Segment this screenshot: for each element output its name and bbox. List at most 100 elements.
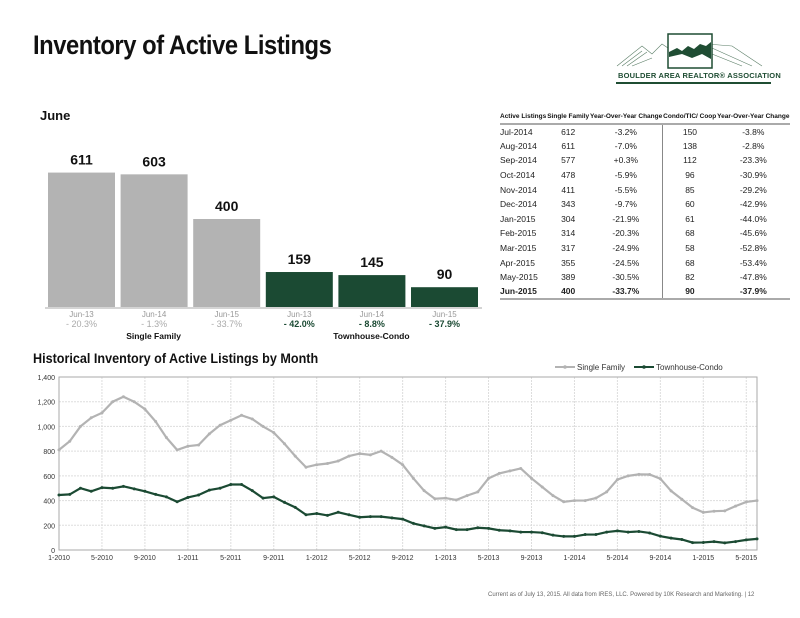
- column-header: Single Family: [546, 113, 590, 125]
- bar-change-label: - 37.9%: [429, 319, 460, 329]
- group-label: Single Family: [126, 331, 181, 341]
- data-point: [615, 529, 619, 533]
- table-cell: -24.9%: [612, 243, 640, 254]
- table-cell: +0.3%: [613, 155, 639, 166]
- data-point: [261, 496, 265, 500]
- data-point: [572, 499, 576, 503]
- bar-value-label: 145: [360, 254, 384, 270]
- table-cell: -52.8%: [739, 243, 767, 254]
- table-row: Feb-2015 314 -20.3% 68 -45.6%: [500, 226, 790, 241]
- data-point: [594, 496, 598, 500]
- table-cell: -42.9%: [739, 199, 767, 210]
- data-point: [121, 395, 125, 399]
- data-point: [744, 538, 748, 542]
- table-cell: Apr-2015: [500, 257, 535, 268]
- data-point: [583, 533, 587, 537]
- bar-change-label: - 42.0%: [284, 319, 315, 329]
- data-point: [637, 529, 641, 533]
- column-header: Condo/TIC/ Coop: [662, 113, 717, 125]
- data-point: [519, 530, 523, 534]
- logo-text: BOULDER AREA REALTOR® ASSOCIATION: [618, 71, 781, 80]
- data-point: [229, 483, 233, 487]
- data-point: [433, 497, 437, 501]
- data-point: [562, 534, 566, 538]
- table-cell: 112: [662, 153, 717, 168]
- data-point: [744, 500, 748, 504]
- data-point: [368, 453, 372, 457]
- table-row: Jan-2015 304 -21.9% 61 -44.0%: [500, 211, 790, 227]
- data-point: [229, 418, 233, 422]
- data-point: [680, 497, 684, 501]
- data-point: [411, 476, 415, 480]
- data-point: [250, 417, 254, 421]
- data-point: [551, 494, 555, 498]
- data-point: [218, 486, 222, 490]
- data-point: [562, 500, 566, 504]
- data-point: [540, 531, 544, 535]
- data-point: [68, 439, 72, 443]
- legend-label: Single Family: [577, 363, 625, 372]
- table-cell: -2.8%: [742, 140, 765, 151]
- bar-chart-title: June: [40, 108, 71, 123]
- x-tick-label: 9-2010: [134, 555, 156, 562]
- x-tick-label: 1-2014: [564, 555, 586, 562]
- line-chart-title: Historical Inventory of Active Listings …: [33, 350, 319, 366]
- data-point: [658, 534, 662, 538]
- data-point: [143, 407, 147, 411]
- series-line: [58, 483, 758, 544]
- data-point: [164, 436, 168, 440]
- y-tick-label: 1,400: [37, 375, 55, 382]
- historical-line-chart: 0 200 400 600 800 1,000 1,200 1,400 1-2010 5-2010…: [37, 363, 759, 562]
- data-point: [615, 478, 619, 482]
- data-point: [78, 486, 82, 490]
- data-point: [680, 537, 684, 541]
- data-point: [476, 526, 480, 530]
- data-point: [379, 515, 383, 519]
- plot-frame: [58, 376, 758, 551]
- data-point: [240, 483, 244, 487]
- table-cell: -33.7%: [589, 284, 663, 301]
- data-point: [186, 444, 190, 448]
- data-point: [283, 500, 287, 504]
- legend-label: Townhouse-Condo: [656, 363, 723, 372]
- data-point: [465, 528, 469, 532]
- data-point: [390, 516, 394, 520]
- data-point: [755, 537, 759, 541]
- table-cell: 411: [561, 184, 575, 195]
- table-cell: -53.4%: [739, 257, 767, 268]
- table-row: Apr-2015 355 -24.5% 68 -53.4%: [500, 255, 790, 270]
- data-point: [529, 476, 533, 480]
- data-point: [583, 499, 587, 503]
- bar: [265, 272, 333, 307]
- column-header: Active Listings: [500, 113, 547, 125]
- realtor-association-logo: [616, 33, 763, 69]
- table-row: Jun-2015 400 -33.7% 90 -37.9%: [500, 284, 790, 301]
- table-cell: 68: [662, 226, 717, 241]
- data-point: [325, 462, 329, 465]
- x-tick-label: 5-2013: [478, 555, 500, 562]
- data-point: [250, 489, 254, 493]
- data-point: [723, 541, 727, 545]
- table-cell: May-2015: [500, 272, 538, 283]
- x-tick-label: 1-2015: [692, 555, 714, 562]
- data-point: [154, 492, 158, 496]
- data-point: [723, 509, 727, 513]
- data-point: [648, 472, 652, 476]
- data-point: [293, 454, 297, 458]
- bar: [120, 174, 188, 307]
- y-tick-label: 1,000: [37, 424, 55, 431]
- data-point: [111, 400, 115, 404]
- data-point: [293, 505, 297, 509]
- bar-category-label: Jun-15: [214, 310, 239, 319]
- data-point: [669, 489, 673, 493]
- active-listings-table: Active Listings Single Family Year-Over-Ye…: [500, 113, 790, 301]
- x-tick-label: 1-2012: [306, 555, 328, 562]
- table-row: Sep-2014 577 +0.3% 112 -23.3%: [500, 153, 790, 168]
- data-point: [89, 416, 93, 420]
- y-tick-label: 800: [43, 449, 55, 456]
- table-cell: 85: [662, 182, 717, 197]
- x-tick-label: 5-2014: [607, 555, 629, 562]
- table-cell: 400: [546, 284, 590, 301]
- data-point: [207, 488, 211, 492]
